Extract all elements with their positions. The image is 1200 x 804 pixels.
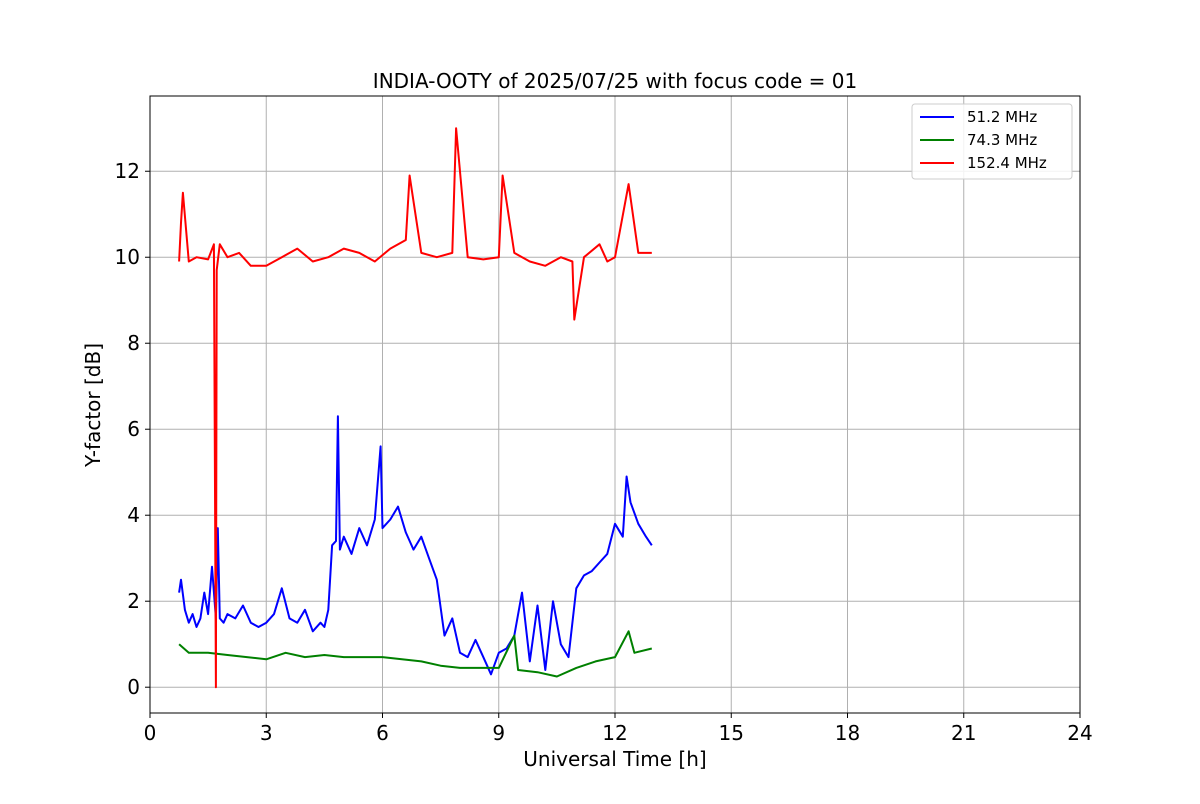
series-layer <box>178 127 653 689</box>
y-tick-label: 8 <box>127 331 140 355</box>
legend: 51.2 MHz 74.3 MHz 152.4 MHz <box>911 103 1073 180</box>
x-axis-label: Universal Time [h] <box>523 747 706 771</box>
x-tick-label: 0 <box>144 721 157 745</box>
series-line-1 <box>178 630 653 678</box>
y-tick-label: 10 <box>115 245 140 269</box>
y-tick-label: 12 <box>115 159 140 183</box>
y-tick-label: 4 <box>127 503 140 527</box>
series-line-2 <box>178 127 652 689</box>
x-tick-label: 21 <box>951 721 976 745</box>
x-tick-label: 6 <box>376 721 389 745</box>
x-tick-label: 9 <box>492 721 505 745</box>
y-tick-label: 2 <box>127 589 140 613</box>
legend-box <box>911 103 1073 180</box>
x-tick-label: 15 <box>719 721 744 745</box>
legend-label: 74.3 MHz <box>967 131 1037 149</box>
y-tick-label: 0 <box>127 675 140 699</box>
series-line-0 <box>178 415 653 676</box>
x-tick-label: 3 <box>260 721 273 745</box>
x-tick-label: 18 <box>835 721 860 745</box>
chart-title: INDIA-OOTY of 2025/07/25 with focus code… <box>373 69 857 93</box>
y-tick-label: 6 <box>127 417 140 441</box>
x-tick-label: 24 <box>1067 721 1092 745</box>
legend-label: 51.2 MHz <box>967 108 1037 126</box>
legend-label: 152.4 MHz <box>967 154 1047 172</box>
x-tick-label: 12 <box>602 721 627 745</box>
y-axis-label: Y-factor [dB] <box>81 343 105 468</box>
